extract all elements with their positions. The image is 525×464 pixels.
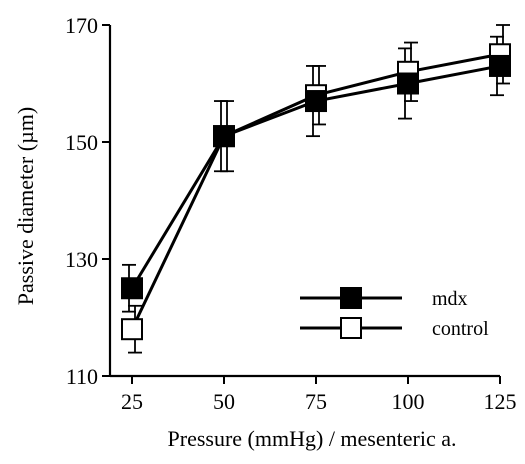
axes: 110 130 150 170 25 50 75 100 125 bbox=[65, 13, 517, 414]
data-point-mdx bbox=[489, 54, 511, 77]
data-point-mdx bbox=[397, 72, 419, 95]
data-point-mdx bbox=[305, 90, 327, 113]
x-axis-title: Pressure (mmHg) / mesenteric a. bbox=[168, 426, 457, 451]
y-axis-title: Passive diameter (µm) bbox=[13, 107, 38, 305]
x-tick-label: 75 bbox=[305, 389, 327, 414]
x-tick-label: 100 bbox=[392, 389, 425, 414]
data-point-mdx bbox=[213, 125, 235, 148]
data-point-mdx bbox=[121, 277, 143, 300]
series-group bbox=[121, 24, 511, 354]
legend-marker-control bbox=[340, 317, 362, 339]
y-tick-label: 150 bbox=[65, 130, 98, 155]
legend-marker-mdx bbox=[340, 287, 362, 309]
data-point-control bbox=[121, 318, 143, 341]
x-tick-label: 50 bbox=[213, 389, 235, 414]
legend: mdx control bbox=[300, 287, 489, 340]
legend-label-control: control bbox=[432, 318, 489, 340]
y-tick-label: 170 bbox=[65, 13, 98, 38]
x-tick-label: 125 bbox=[484, 389, 517, 414]
y-tick-label: 110 bbox=[66, 364, 98, 389]
x-tick-label: 25 bbox=[121, 389, 143, 414]
legend-label-mdx: mdx bbox=[432, 288, 468, 310]
y-tick-label: 130 bbox=[65, 247, 98, 272]
